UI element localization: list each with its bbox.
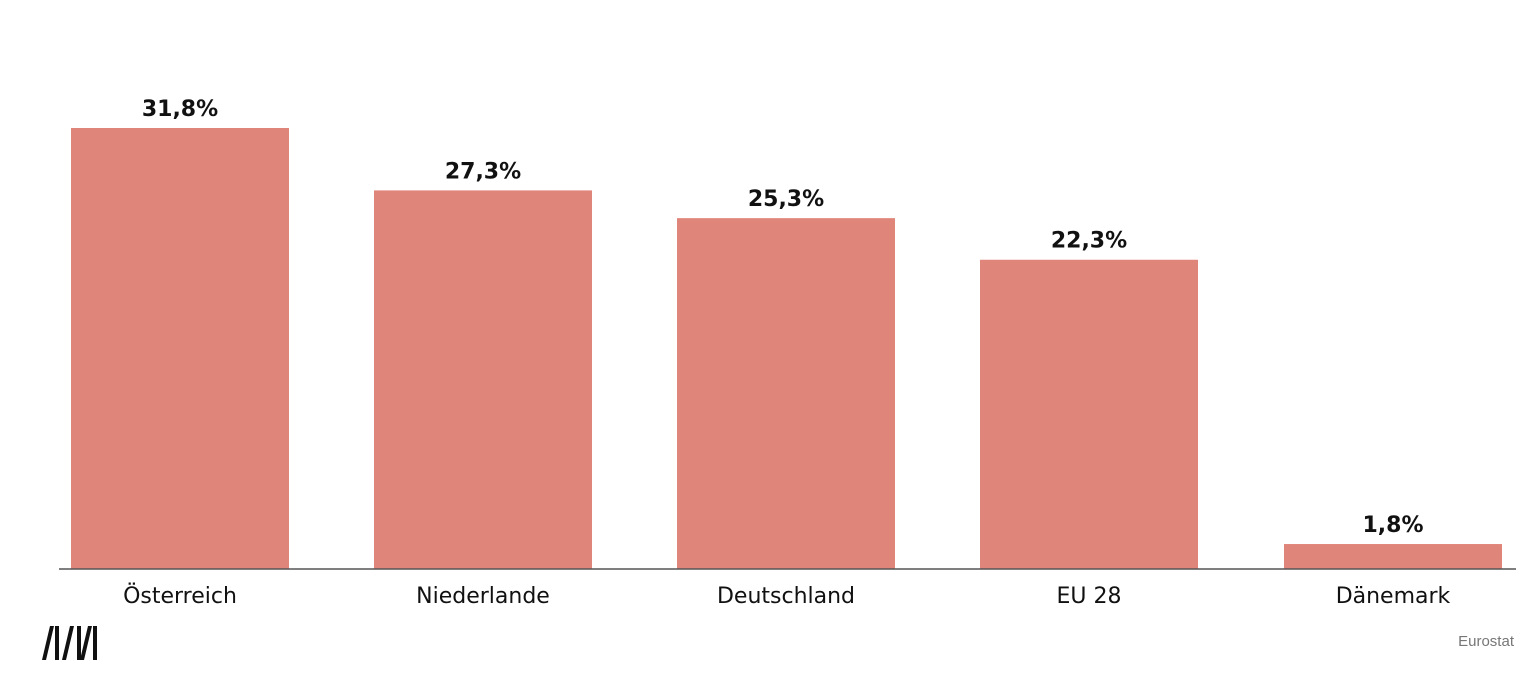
value-label-0: 31,8% [142,97,218,122]
value-label-1: 27,3% [445,159,521,184]
category-label-3: EU 28 [1057,584,1122,609]
bar-4 [1284,544,1502,569]
category-label-2: Deutschland [717,584,855,609]
category-label-4: Dänemark [1336,584,1451,609]
category-label-0: Österreich [123,583,237,609]
value-label-4: 1,8% [1362,513,1423,538]
category-label-1: Niederlande [416,584,550,609]
source-label: Eurostat [1458,633,1514,650]
bar-3 [980,259,1198,569]
bar-1 [374,190,592,570]
bar-0 [71,128,289,569]
bar-2 [677,218,895,569]
brand-logo-icon [42,626,97,660]
value-label-3: 22,3% [1051,229,1127,254]
value-label-2: 25,3% [748,187,824,212]
